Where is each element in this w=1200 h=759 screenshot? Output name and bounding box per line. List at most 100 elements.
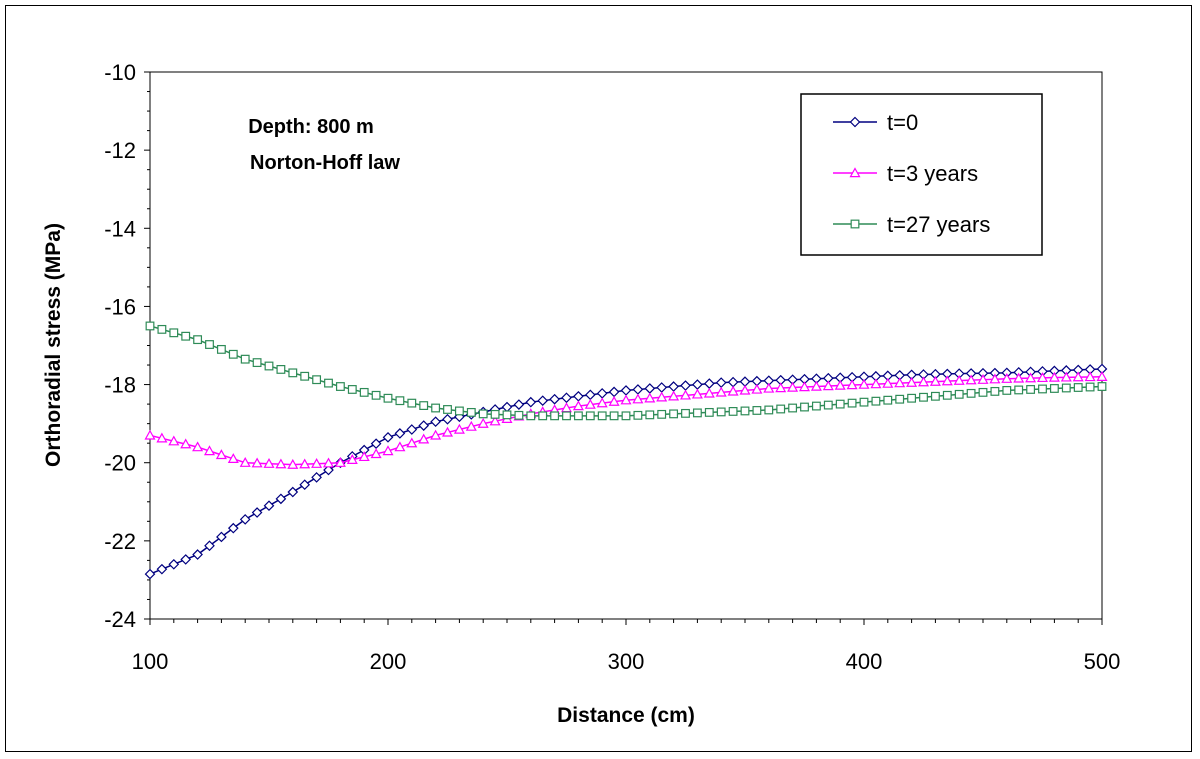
data-point	[846, 379, 858, 390]
data-point	[883, 395, 893, 405]
data-point	[406, 424, 418, 435]
data-point	[727, 385, 739, 396]
data-point	[549, 393, 560, 405]
data-point	[764, 405, 774, 415]
data-point	[180, 438, 192, 449]
y-tick-label: -16	[104, 294, 136, 319]
legend-label: t=27 years	[887, 212, 990, 237]
data-point	[728, 407, 738, 416]
data-point	[526, 411, 536, 421]
data-point	[870, 378, 882, 389]
legend-label: t=0	[887, 110, 918, 135]
x-tick-label: 500	[1084, 649, 1121, 674]
data-point	[953, 374, 965, 385]
data-point	[941, 375, 953, 386]
data-point	[454, 406, 464, 416]
data-point	[561, 392, 572, 404]
y-tick-label: -22	[104, 529, 136, 554]
data-point	[251, 507, 263, 518]
data-point	[216, 344, 226, 354]
data-point	[169, 328, 179, 338]
data-point	[954, 389, 964, 399]
data-point	[1026, 385, 1036, 394]
data-point	[835, 399, 845, 409]
data-point	[739, 384, 751, 395]
data-point	[205, 340, 214, 349]
data-point	[443, 405, 452, 414]
data-point	[538, 411, 548, 421]
data-point	[1072, 371, 1084, 382]
y-tick-label: -18	[104, 373, 136, 398]
data-point	[371, 390, 381, 400]
data-point	[359, 387, 369, 397]
data-point	[990, 386, 1000, 396]
data-point	[513, 399, 525, 410]
data-point	[608, 395, 620, 406]
data-point	[347, 385, 357, 394]
data-point	[287, 486, 299, 498]
data-point	[1073, 383, 1083, 392]
data-point	[216, 531, 227, 543]
data-point	[490, 409, 500, 419]
data-point	[917, 376, 930, 387]
data-point	[1049, 384, 1059, 393]
data-point	[716, 407, 726, 417]
data-point	[275, 458, 287, 469]
y-axis-title: Orthoradial stress (MPa)	[42, 223, 65, 467]
data-point	[525, 396, 537, 408]
data-point	[145, 321, 155, 331]
annotation-depth: Depth: 800 m	[248, 116, 374, 138]
data-point	[239, 514, 251, 525]
data-point	[847, 398, 857, 408]
data-point	[942, 390, 952, 400]
data-point	[620, 394, 632, 405]
data-point	[156, 432, 168, 443]
data-point	[882, 377, 894, 388]
data-point	[1084, 371, 1096, 382]
data-point	[584, 398, 596, 409]
data-point	[252, 358, 262, 368]
data-point	[585, 411, 595, 421]
x-axis-title: Distance (cm)	[557, 704, 695, 727]
data-point	[192, 441, 204, 452]
data-point	[965, 374, 977, 385]
data-point	[251, 457, 263, 468]
data-point	[263, 457, 275, 468]
data-point	[477, 417, 489, 428]
data-point	[740, 406, 750, 416]
data-point	[1013, 372, 1025, 383]
data-point	[227, 453, 239, 464]
data-point	[144, 568, 156, 580]
data-point	[1014, 385, 1024, 395]
data-point	[572, 400, 584, 411]
data-point	[322, 457, 335, 468]
data-point	[763, 382, 775, 393]
data-point	[299, 479, 311, 491]
data-point	[776, 404, 786, 414]
x-tick-label: 100	[132, 649, 169, 674]
data-point	[382, 445, 394, 456]
data-point	[264, 361, 274, 371]
data-point	[1060, 371, 1072, 382]
data-point	[787, 381, 799, 392]
data-point	[430, 416, 441, 428]
data-point	[562, 411, 571, 421]
data-point	[858, 378, 870, 389]
data-point	[419, 401, 429, 410]
y-tick-label: -10	[104, 60, 136, 85]
data-point	[407, 398, 417, 408]
data-point	[775, 382, 787, 393]
data-point	[263, 500, 275, 512]
data-point	[966, 388, 976, 398]
y-tick-label: -20	[104, 451, 136, 476]
series-2	[145, 321, 1107, 421]
data-point	[537, 395, 549, 407]
data-point	[453, 423, 465, 434]
data-point	[1048, 371, 1060, 382]
data-point	[834, 379, 846, 390]
data-point	[227, 522, 239, 534]
x-axis: 100 200 300 400 500	[132, 619, 1121, 674]
data-point	[370, 438, 382, 450]
data-point	[441, 426, 454, 437]
